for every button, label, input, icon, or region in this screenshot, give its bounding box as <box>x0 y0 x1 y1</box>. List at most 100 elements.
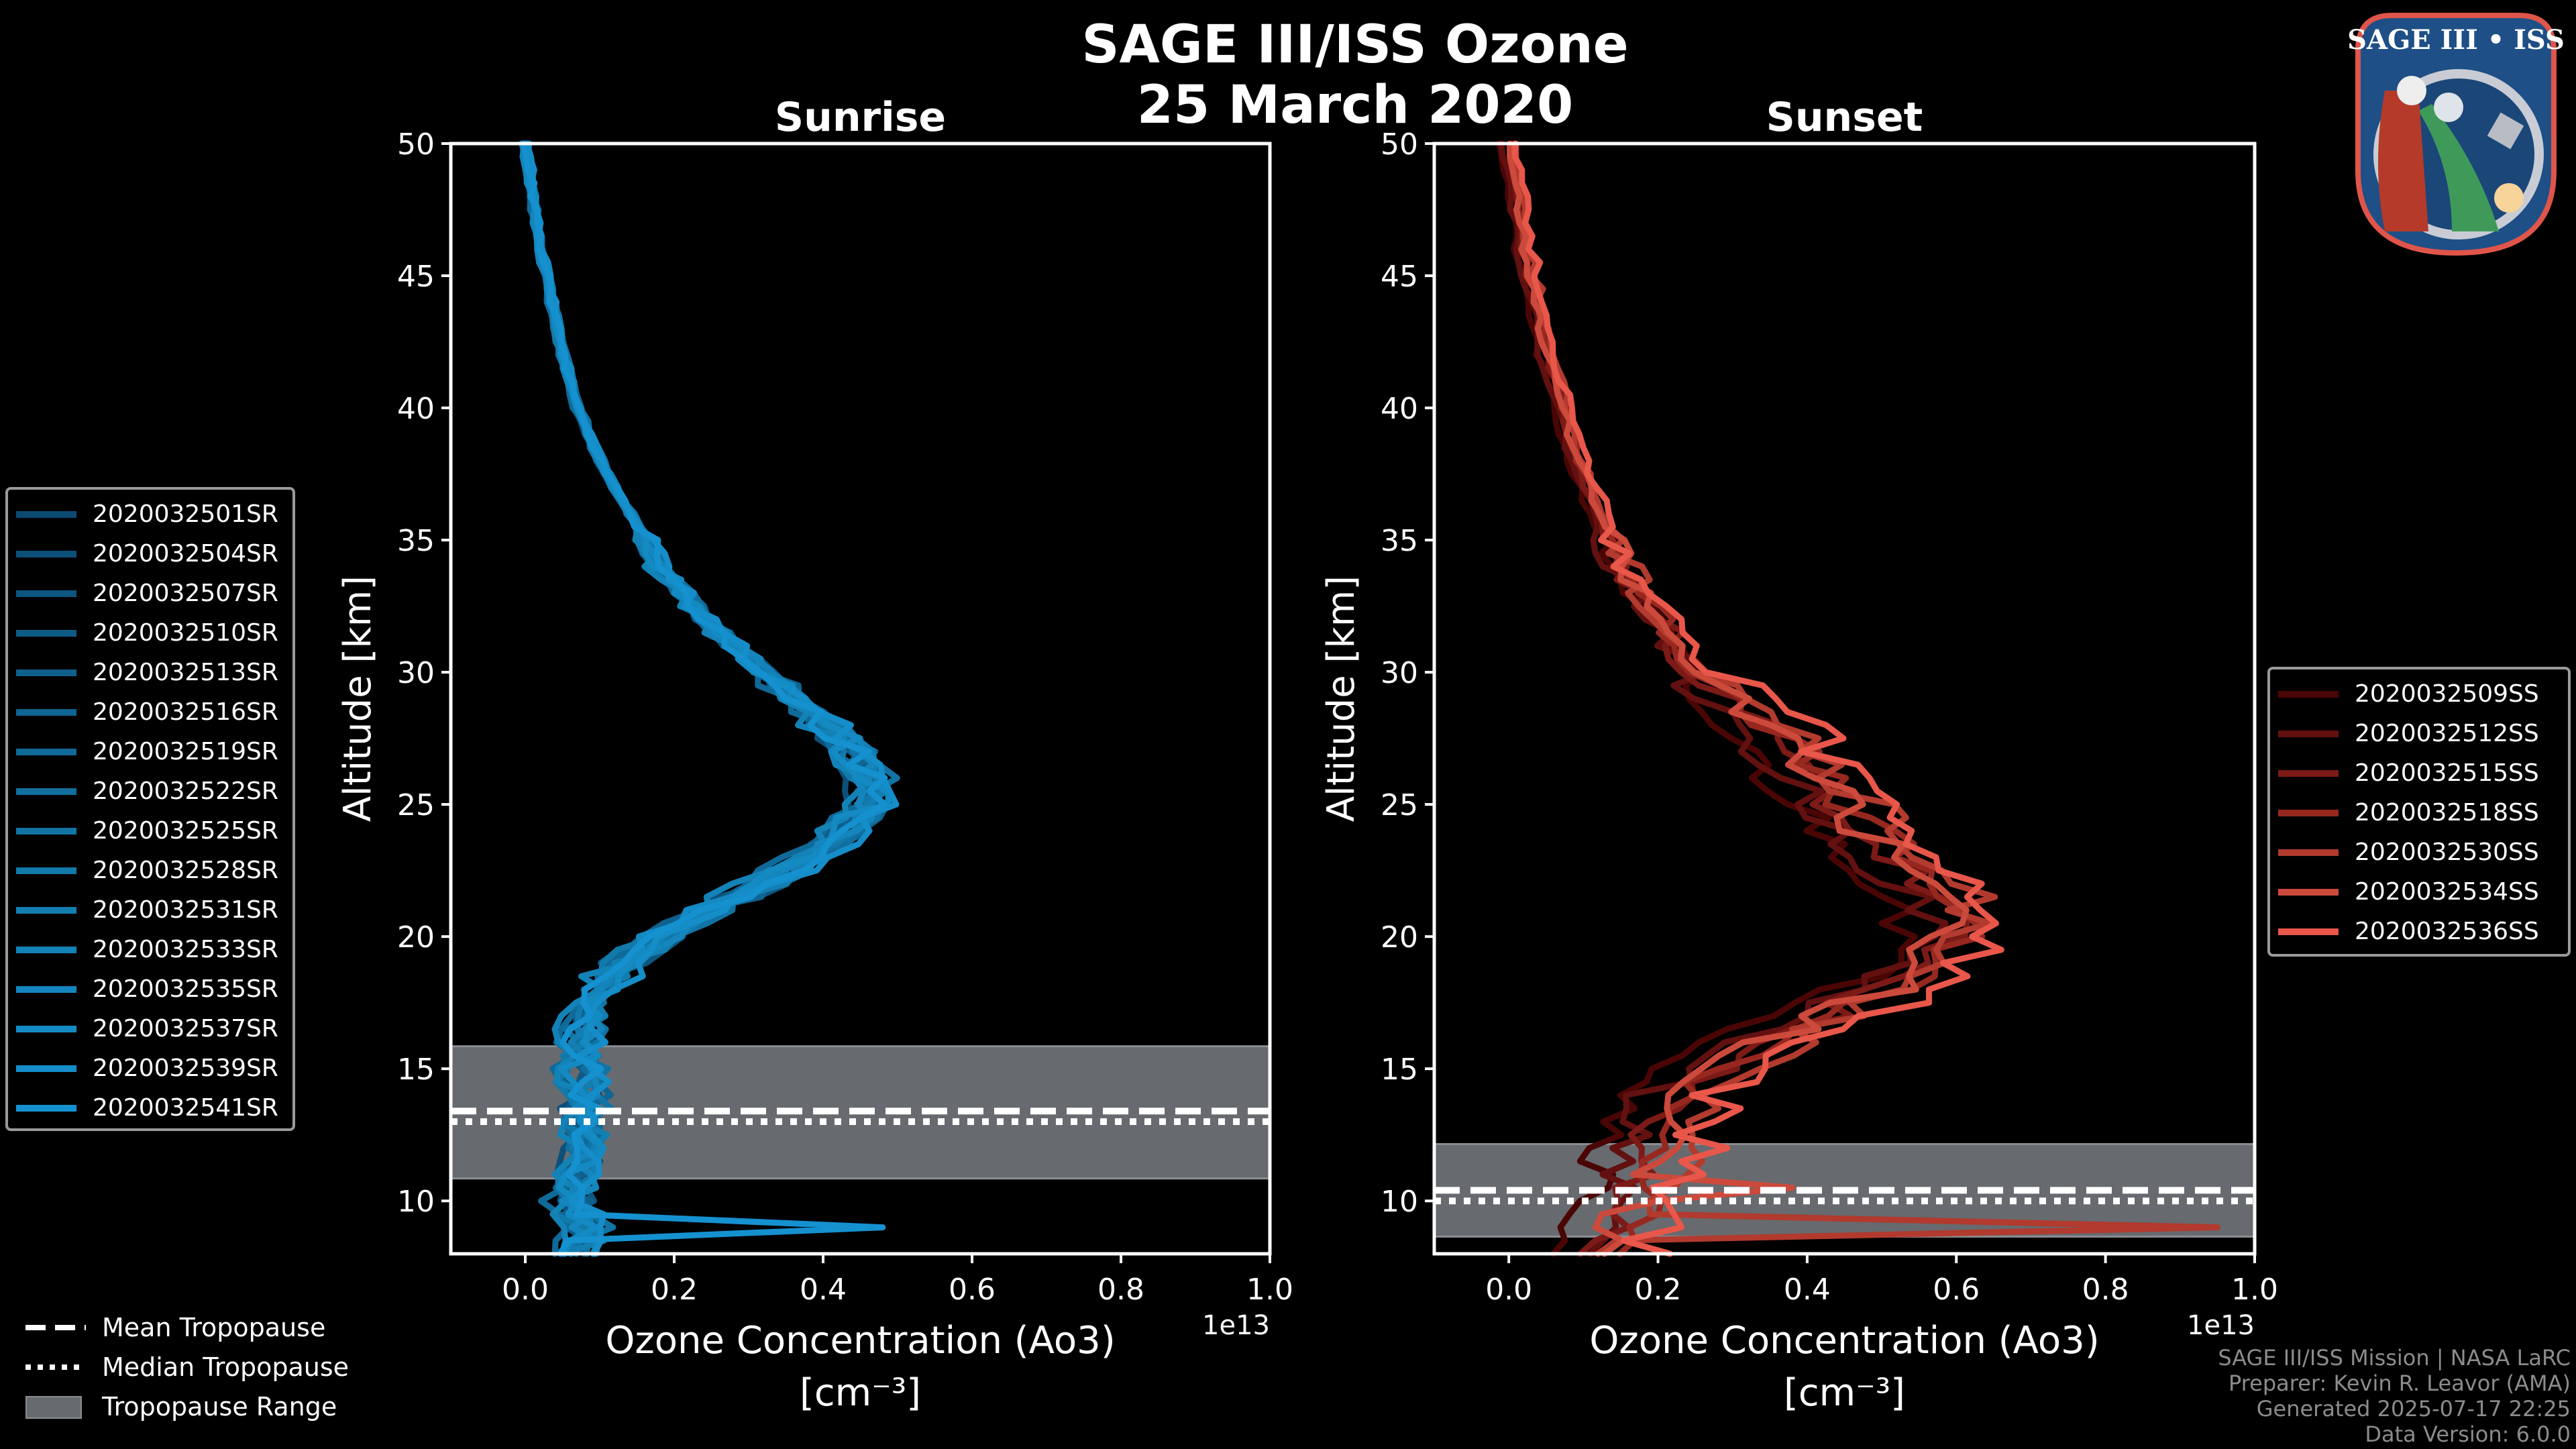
legend-line-swatch-icon <box>16 1026 76 1032</box>
sunrise-profiles <box>519 140 900 1257</box>
sunrise-x-axis-label: Ozone Concentration (Ao3) <box>605 1319 1115 1362</box>
x-tick-label: 0.4 <box>1784 1273 1831 1307</box>
sunset-legend: 2020032509SS 2020032512SS 2020032515SS 2020… <box>2267 667 2571 957</box>
legend-line-swatch-icon <box>16 709 76 716</box>
x-tick-label: 0.6 <box>949 1273 996 1307</box>
legend-line-swatch-icon <box>16 867 76 874</box>
sunset-tropopause-lines <box>1434 1187 2255 1205</box>
legend-label: 2020032531SR <box>93 896 278 924</box>
credits: SAGE III/ISS Mission | NASA LaRC Prepare… <box>2218 1345 2571 1447</box>
legend-label: 2020032534SS <box>2355 878 2539 906</box>
legend-label: 2020032535SR <box>93 975 278 1003</box>
profile-line-2020032536SS <box>1511 140 2004 1257</box>
sunset-x-ticks: 0.0 0.2 0.4 0.6 0.8 1.0 <box>1485 1254 2278 1307</box>
legend-line-swatch-icon <box>16 986 76 993</box>
legend-line-swatch-icon <box>2278 810 2339 816</box>
figure-title-line2: 25 March 2020 <box>1136 75 1574 136</box>
legend-line-swatch-icon <box>16 828 76 835</box>
y-tick-label: 30 <box>397 656 435 690</box>
iss-icon <box>2487 112 2524 150</box>
sunrise-x-offset-label: 1e13 <box>1202 1310 1270 1341</box>
legend-label: 2020032525SR <box>93 817 278 845</box>
y-tick-label: 35 <box>1381 524 1418 558</box>
x-tick-label: 0.4 <box>800 1273 847 1307</box>
legend-label: 2020032515SS <box>2355 759 2539 787</box>
y-tick-label: 25 <box>1381 788 1418 822</box>
legend-label: 2020032539SR <box>93 1055 278 1082</box>
legend-line-swatch-icon <box>2278 731 2339 737</box>
earth-icon <box>2418 104 2499 231</box>
x-tick-label: 0.0 <box>502 1273 549 1307</box>
y-tick-label: 20 <box>1381 920 1418 955</box>
sunrise-title: Sunrise <box>775 94 946 141</box>
legend-line-swatch-icon <box>2278 691 2339 698</box>
sunset-profiles <box>1496 140 2220 1257</box>
legend-line-swatch-icon <box>16 590 76 597</box>
legend-label: 2020032501SR <box>93 500 278 528</box>
figure-title-line1: SAGE III/ISS Ozone <box>1081 15 1629 75</box>
legend-label: 2020032528SR <box>93 857 278 884</box>
sunset-y-axis-label: Altitude [km] <box>1320 576 1363 822</box>
sunrise-legend: 2020032501SR 2020032504SR 2020032507SR 2020… <box>5 487 295 1131</box>
y-tick-label: 25 <box>397 788 435 822</box>
legend-label: 2020032512SS <box>2355 720 2539 747</box>
credit-generated: Generated 2025-07-17 22:25 <box>2256 1396 2571 1421</box>
credit-preparer: Preparer: Kevin R. Leavor (AMA) <box>2228 1371 2571 1396</box>
legend-label: 2020032516SR <box>93 698 278 726</box>
x-tick-label: 0.0 <box>1485 1273 1532 1307</box>
legend-label: 2020032510SR <box>93 619 278 647</box>
legend-label: 2020032509SS <box>2355 680 2539 708</box>
legend-line-swatch-icon <box>2278 770 2339 777</box>
legend-label: 2020032530SS <box>2355 839 2539 866</box>
wizard-beard-icon <box>2397 76 2426 105</box>
x-tick-label: 0.6 <box>1933 1273 1980 1307</box>
y-tick-label: 10 <box>1381 1185 1418 1219</box>
sunrise-axes-frame <box>449 142 1272 1256</box>
x-tick-label: 0.2 <box>1635 1273 1682 1307</box>
legend-line-swatch-icon <box>16 947 76 953</box>
sunrise-y-axis-label: Altitude [km] <box>336 576 380 822</box>
dotted-line-icon <box>25 1364 86 1370</box>
y-tick-label: 50 <box>1381 127 1418 162</box>
sunset-y-ticks: 10 15 20 25 30 35 40 45 50 <box>1381 127 1434 1219</box>
legend-line-swatch-icon <box>16 1105 76 1112</box>
credit-data-version: Data Version: 6.0.0 <box>2365 1421 2571 1447</box>
wizard-icon <box>2378 91 2428 231</box>
legend-line-swatch-icon <box>2278 928 2339 935</box>
sunrise-x-axis-units: [cm⁻³] <box>800 1371 921 1415</box>
legend-label: 2020032533SR <box>93 936 278 963</box>
sunrise-x-ticks: 0.0 0.2 0.4 0.6 0.8 1.0 <box>502 1254 1293 1307</box>
sunrise-y-ticks: 10 15 20 25 30 35 40 45 50 <box>397 127 451 1219</box>
legend-line-swatch-icon <box>16 907 76 914</box>
profile-line-2020032530SS <box>1511 140 2220 1257</box>
legend-line-swatch-icon <box>16 669 76 676</box>
profile-line-2020032537SR <box>521 140 892 1257</box>
range-band-icon <box>25 1396 82 1419</box>
sunset-axes: 10 15 20 25 30 35 40 45 50 0.0 0.2 0.4 0.6 0.8 1.0 Su… <box>1320 94 2278 1415</box>
legend-label: 2020032536SS <box>2355 918 2539 945</box>
legend-line-swatch-icon <box>16 749 76 755</box>
legend-line-swatch-icon <box>16 551 76 557</box>
x-tick-label: 1.0 <box>2231 1273 2278 1307</box>
y-tick-label: 10 <box>397 1185 435 1219</box>
logo-title: SAGE III • ISS <box>2347 24 2565 56</box>
sunset-title: Sunset <box>1766 94 1923 141</box>
y-tick-label: 20 <box>397 920 435 955</box>
y-tick-label: 45 <box>397 260 435 294</box>
legend-line-swatch-icon <box>16 1065 76 1072</box>
y-tick-label: 15 <box>397 1053 435 1087</box>
sunset-x-offset-label: 1e13 <box>2187 1310 2255 1341</box>
legend-label: 2020032507SR <box>93 580 278 607</box>
credit-mission: SAGE III/ISS Mission | NASA LaRC <box>2218 1345 2571 1371</box>
x-tick-label: 0.2 <box>651 1273 698 1307</box>
legend-label: 2020032537SR <box>93 1015 278 1042</box>
legend-label: 2020032504SR <box>93 540 278 568</box>
sunset-axes-frame <box>1432 142 2257 1256</box>
y-tick-label: 40 <box>397 392 435 426</box>
legend-label: 2020032519SR <box>93 738 278 765</box>
sunrise-tropopause-lines <box>451 1108 1270 1125</box>
moon-icon <box>2434 93 2463 122</box>
legend-line-swatch-icon <box>2278 889 2339 896</box>
profile-line-2020032534SS <box>1507 140 1970 1257</box>
